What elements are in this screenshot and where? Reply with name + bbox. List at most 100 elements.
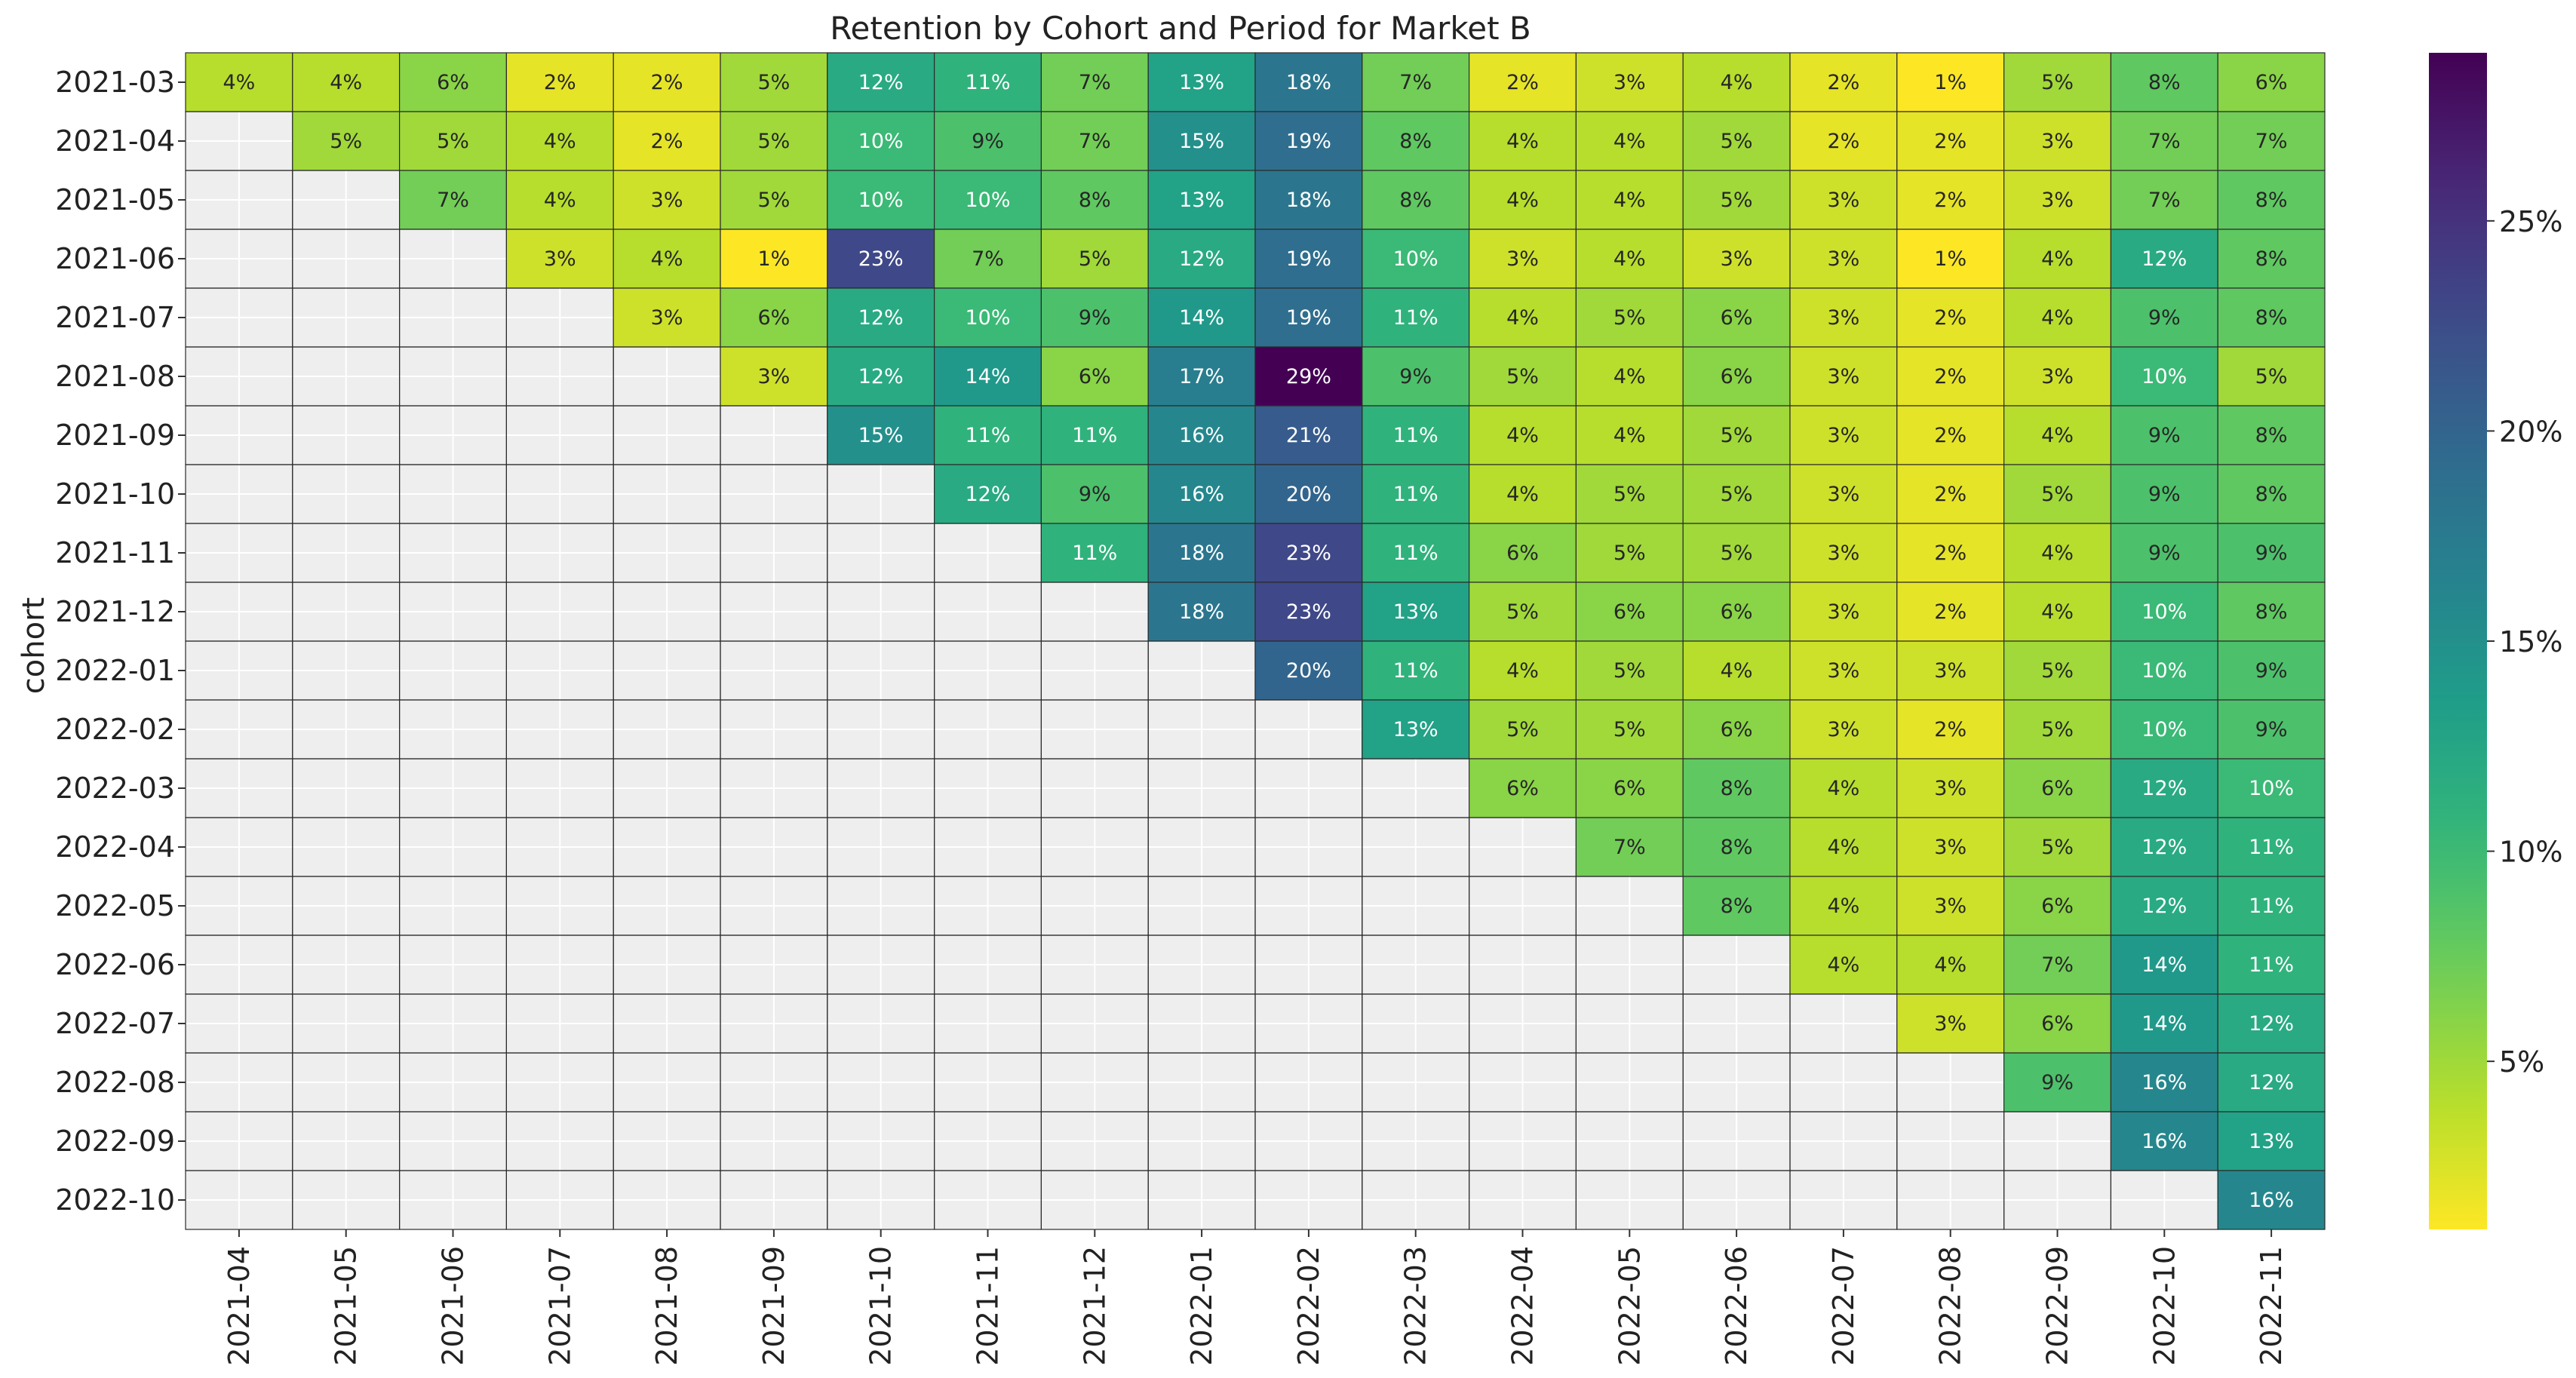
heatmap-cell: [1362, 170, 1470, 230]
cell-value-label: 15%: [1179, 130, 1224, 153]
heatmap-cell: [613, 287, 721, 348]
heatmap-cell: [1575, 405, 1684, 465]
heatmap-cell: [2003, 993, 2112, 1054]
cell-value-label: 11%: [2249, 953, 2294, 977]
y-tick-label: 2022-01: [55, 654, 175, 687]
cell-value-label: 3%: [1934, 895, 1967, 918]
cell-value-label: 19%: [1286, 130, 1331, 153]
heatmap-cell: [2003, 464, 2112, 524]
heatmap-cell: [292, 52, 401, 112]
x-tick-label: 2022-08: [1934, 1246, 1967, 1366]
heatmap-cell: [1362, 640, 1470, 701]
x-tick-label: 2022-02: [1292, 1246, 1325, 1366]
heatmap-cell: [1896, 640, 2005, 701]
heatmap-cell: [2003, 229, 2112, 289]
y-tick-label: 2021-05: [55, 183, 175, 216]
y-tick-label: 2021-03: [55, 66, 175, 99]
cell-value-label: 5%: [1721, 130, 1753, 153]
heatmap-cell: [1575, 699, 1684, 760]
cell-value-label: 11%: [1393, 483, 1438, 506]
cell-value-label: 10%: [2142, 365, 2187, 388]
cell-value-label: 5%: [1721, 189, 1753, 212]
cell-value-label: 16%: [2249, 1189, 2294, 1212]
y-tick-label: 2022-10: [55, 1183, 175, 1217]
cell-value-label: 10%: [2142, 718, 2187, 741]
cell-value-label: 2%: [1934, 600, 1967, 624]
x-tick-label: 2022-07: [1827, 1246, 1860, 1366]
cell-value-label: 18%: [1179, 542, 1224, 565]
cell-value-label: 7%: [1079, 130, 1111, 153]
cell-value-label: 2%: [1934, 718, 1967, 741]
cell-value-label: 8%: [1721, 777, 1753, 800]
heatmap-cell: [613, 170, 721, 230]
heatmap-cell: [827, 52, 935, 112]
colorbar-tick-label: 20%: [2499, 415, 2562, 448]
cell-value-label: 8%: [1399, 130, 1432, 153]
cell-value-label: 4%: [651, 247, 683, 271]
heatmap-cell: [720, 111, 828, 171]
y-tick-label: 2022-07: [55, 1007, 175, 1040]
cell-value-label: 3%: [2041, 189, 2074, 212]
cell-value-label: 3%: [1934, 1012, 1967, 1036]
x-tick-label: 2022-01: [1185, 1246, 1218, 1366]
heatmap-cell: [398, 52, 507, 112]
cell-value-label: 10%: [965, 306, 1010, 330]
heatmap-cell: [1789, 876, 1898, 936]
x-tick-label: 2022-04: [1506, 1246, 1540, 1366]
cell-value-label: 4%: [1721, 659, 1753, 683]
cell-value-label: 6%: [2041, 1012, 2074, 1036]
cell-value-label: 11%: [965, 424, 1010, 447]
cell-value-label: 4%: [1613, 130, 1646, 153]
cell-value-label: 6%: [2041, 777, 2074, 800]
cell-value-label: 6%: [1506, 777, 1539, 800]
cell-value-label: 3%: [1934, 836, 1967, 859]
cell-value-label: 5%: [1721, 483, 1753, 506]
heatmap-cell: [933, 170, 1042, 230]
cell-value-label: 8%: [2255, 483, 2288, 506]
heatmap-cell: [1575, 346, 1684, 407]
cell-value-label: 11%: [1072, 424, 1117, 447]
cell-value-label: 5%: [2041, 71, 2074, 94]
heatmap-cell: [2110, 1052, 2218, 1113]
cell-value-label: 12%: [858, 306, 904, 330]
heatmap-cell: [1254, 405, 1363, 465]
y-tick-label: 2022-03: [55, 772, 175, 805]
cell-value-label: 3%: [2041, 365, 2074, 388]
heatmap-cell: [1468, 229, 1577, 289]
heatmap-cell: [1682, 346, 1791, 407]
chart-title: Retention by Cohort and Period for Marke…: [830, 10, 1531, 47]
cell-value-label: 4%: [544, 130, 576, 153]
cell-value-label: 4%: [544, 189, 576, 212]
cell-value-label: 4%: [2041, 424, 2074, 447]
heatmap-cell: [1575, 817, 1684, 877]
cell-value-label: 9%: [2255, 659, 2288, 683]
cell-value-label: 5%: [1506, 718, 1539, 741]
heatmap-cell: [2217, 758, 2326, 818]
y-tick-labels: 2021-03 2021-04 2021-05 2021-06 2021-07 2021-…: [55, 66, 186, 1217]
x-tick-label: 2021-07: [543, 1246, 576, 1366]
cell-value-label: 5%: [757, 189, 790, 212]
cell-value-label: 4%: [1827, 777, 1859, 800]
x-tick-label: 2021-10: [864, 1246, 898, 1366]
heatmap-cell: [1254, 170, 1363, 230]
heatmap-cell: [2003, 817, 2112, 877]
cell-value-label: 3%: [1827, 424, 1859, 447]
cell-value-label: 3%: [2041, 130, 2074, 153]
cell-value-label: 16%: [1179, 483, 1224, 506]
heatmap-cell: [1362, 699, 1470, 760]
cell-value-label: 12%: [2142, 777, 2187, 800]
cell-value-label: 5%: [1506, 600, 1539, 624]
cell-value-label: 9%: [1079, 306, 1111, 330]
cell-value-label: 23%: [1286, 600, 1331, 624]
heatmap-cell: [1147, 523, 1256, 583]
heatmap-cell: [613, 52, 721, 112]
cell-value-label: 3%: [1934, 659, 1967, 683]
heatmap-cell: [933, 346, 1042, 407]
cell-value-label: 4%: [2041, 542, 2074, 565]
cell-value-label: 18%: [1286, 71, 1331, 94]
heatmap-cell: [2217, 1111, 2326, 1171]
heatmap-cell: [1362, 523, 1470, 583]
cell-value-label: 9%: [1079, 483, 1111, 506]
heatmap-cell: [1362, 464, 1470, 524]
heatmap-cell: [827, 229, 935, 289]
